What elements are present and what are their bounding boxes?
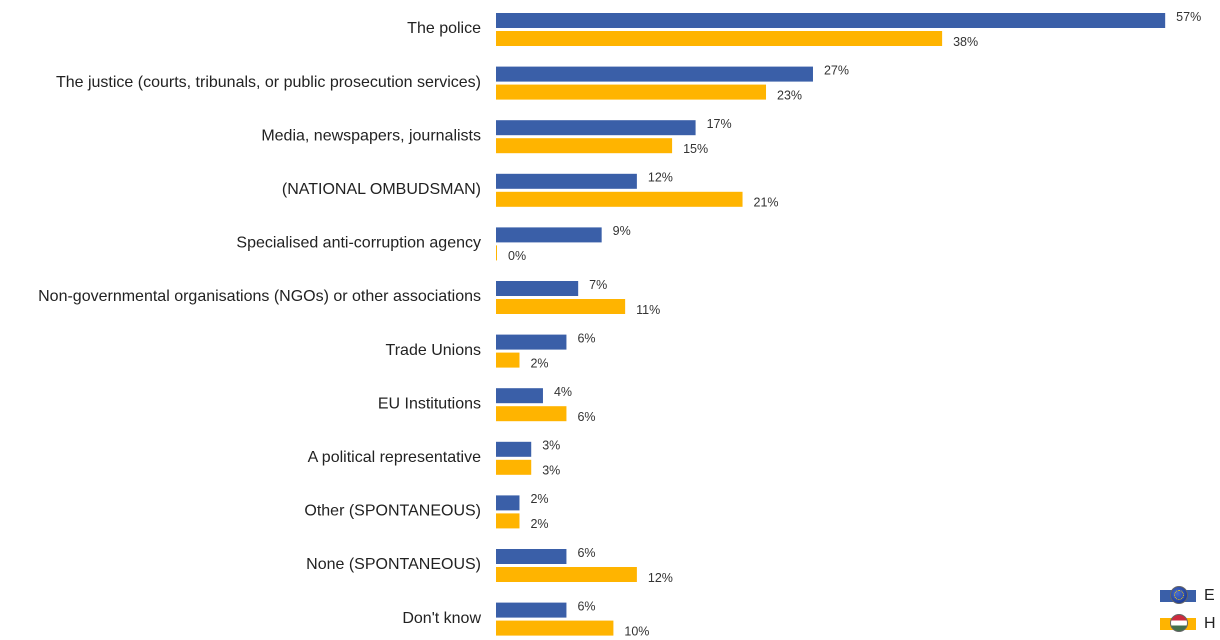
category-label: (NATIONAL OMBUDSMAN): [282, 181, 481, 198]
bar-eu: [496, 495, 520, 511]
legend-label-eu: E: [1204, 587, 1215, 604]
category-label: The police: [407, 20, 481, 37]
value-label-eu: 12%: [648, 171, 673, 185]
value-label-eu: 2%: [530, 492, 548, 506]
bar-hu: [496, 84, 767, 100]
bar-hu: [496, 191, 743, 207]
bar-eu: [496, 281, 579, 296]
category-label: Non-governmental organisations (NGOs) or…: [38, 288, 481, 305]
legend: E H: [1160, 584, 1216, 640]
value-label-hu: 10%: [624, 624, 649, 637]
category-label: Trade Unions: [386, 342, 481, 359]
legend-item-eu: E: [1160, 584, 1216, 608]
bar-eu: [496, 549, 567, 564]
value-label-hu: 6%: [577, 410, 595, 424]
hungary-flag-icon: [1160, 613, 1198, 635]
value-label-hu: 21%: [754, 196, 779, 210]
category-label: EU Institutions: [378, 395, 481, 412]
value-label-hu: 2%: [530, 356, 548, 370]
eu-flag-icon: [1160, 585, 1198, 607]
value-label-hu: 0%: [508, 249, 526, 263]
category-label: Media, newspapers, journalists: [261, 127, 481, 144]
bar-eu: [496, 334, 567, 350]
bar-eu: [496, 13, 1166, 28]
value-label-hu: 12%: [648, 571, 673, 585]
legend-item-hu: H: [1160, 612, 1216, 636]
bar-hu: [496, 31, 943, 46]
bar-hu: [496, 513, 520, 529]
bar-hu: [496, 138, 673, 154]
category-label: A political representative: [308, 449, 482, 466]
value-label-eu: 57%: [1176, 10, 1201, 24]
value-label-hu: 15%: [683, 142, 708, 156]
bar-eu: [496, 602, 567, 618]
value-label-hu: 23%: [777, 88, 802, 102]
bar-hu: [496, 620, 614, 636]
category-label: Specialised anti-corruption agency: [236, 235, 481, 252]
bar-hu: [496, 406, 567, 422]
value-labels: 57% 38% 27% 23% 17% 15% 12% 21% 9% 0% 7% 11% 6% 2% 4% 6…: [508, 10, 1201, 637]
bar-eu: [496, 120, 696, 136]
value-label-eu: 6%: [577, 546, 595, 560]
category-label: None (SPONTANEOUS): [306, 556, 481, 573]
value-label-eu: 3%: [542, 439, 560, 453]
bar-eu: [496, 173, 637, 189]
value-label-eu: 17%: [707, 117, 732, 131]
value-label-eu: 6%: [577, 331, 595, 345]
value-label-eu: 6%: [577, 599, 595, 613]
bar-eu: [496, 388, 543, 404]
value-label-eu: 4%: [554, 385, 572, 399]
bar-hu: [496, 245, 497, 261]
value-label-eu: 27%: [824, 63, 849, 77]
value-label-eu: 7%: [589, 278, 607, 292]
bars: [496, 13, 1166, 636]
bar-hu: [496, 352, 520, 368]
category-label: Other (SPONTANEOUS): [304, 503, 481, 520]
bar-hu: [496, 567, 637, 582]
bar-hu: [496, 299, 626, 314]
bar-eu: [496, 66, 813, 82]
bar-eu: [496, 227, 602, 243]
category-label: Don't know: [402, 610, 481, 627]
value-label-hu: 3%: [542, 464, 560, 478]
bar-hu: [496, 459, 532, 475]
value-label-eu: 9%: [613, 224, 631, 238]
category-labels: The police The justice (courts, tribunals…: [38, 20, 481, 627]
value-label-hu: 11%: [636, 303, 660, 317]
bar-eu: [496, 441, 532, 457]
value-label-hu: 2%: [530, 517, 548, 531]
category-label: The justice (courts, tribunals, or publi…: [56, 74, 481, 91]
value-label-hu: 38%: [953, 35, 978, 49]
legend-label-hu: H: [1204, 615, 1216, 632]
